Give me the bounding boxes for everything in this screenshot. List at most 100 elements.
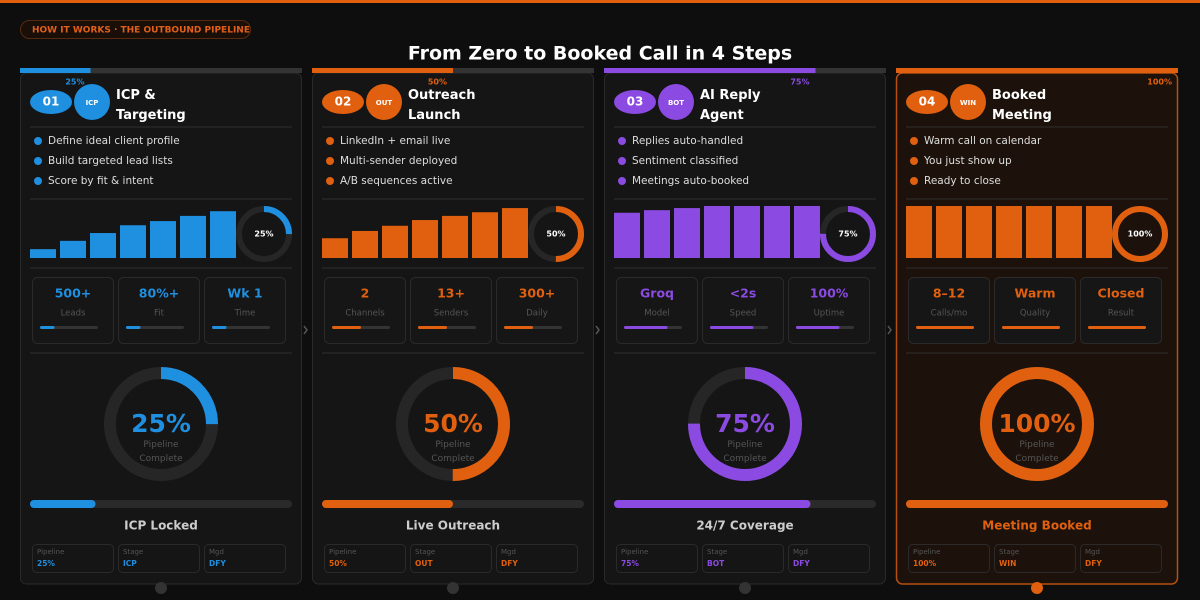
stat-value: Closed xyxy=(1098,286,1145,301)
footer-label: Mgd xyxy=(501,548,516,556)
stat-value: 8–12 xyxy=(933,286,965,301)
mini-ring-label: 50% xyxy=(546,230,565,239)
ring-caption: Pipeline Complete xyxy=(1015,440,1059,464)
step-dot xyxy=(1031,582,1043,594)
big-ring-label: 50% xyxy=(423,409,483,438)
footer-value: DFY xyxy=(501,559,518,568)
stat-value: 300+ xyxy=(519,286,556,301)
footer-box xyxy=(702,544,784,573)
mini-bar xyxy=(936,206,962,258)
stat-label: Senders xyxy=(434,309,469,319)
footer-box xyxy=(410,544,492,573)
bullet-dot xyxy=(34,157,42,165)
stat-label: Speed xyxy=(730,309,757,319)
bullet-dot xyxy=(326,137,334,145)
footer-label: Mgd xyxy=(1085,548,1100,556)
footer-value: WIN xyxy=(999,559,1016,568)
stat-fill xyxy=(796,326,840,329)
status: ICP Locked xyxy=(124,519,198,533)
progress-track xyxy=(20,68,302,73)
step-title: ICP & Targeting xyxy=(116,88,186,123)
progress-label: 50% xyxy=(428,78,447,87)
stat-fill xyxy=(126,326,141,329)
step-dot xyxy=(447,582,459,594)
stat-value: 500+ xyxy=(55,286,92,301)
status: Meeting Booked xyxy=(982,519,1091,533)
stat-label: Leads xyxy=(61,309,86,319)
mini-bar xyxy=(704,206,730,258)
mini-bar xyxy=(90,233,116,258)
bullet: Multi-sender deployed xyxy=(340,155,457,167)
progress-label: 100% xyxy=(1147,78,1172,87)
stat-value: 13+ xyxy=(437,286,465,301)
footer-label: Mgd xyxy=(793,548,808,556)
bullet: Define ideal client profile xyxy=(48,135,180,147)
footer-value: BOT xyxy=(707,559,725,568)
progress-fill xyxy=(896,68,1178,73)
step-number: 03 xyxy=(627,95,644,109)
mini-bar xyxy=(734,206,760,258)
bullet-dot xyxy=(910,177,918,185)
ring-caption: Pipeline Complete xyxy=(723,440,767,464)
stat-label: Model xyxy=(644,309,670,319)
bottom-fill xyxy=(30,500,96,508)
mini-bar xyxy=(150,221,176,258)
mini-bar xyxy=(60,240,86,258)
step-tag: BOT xyxy=(668,99,684,107)
mini-ring-label: 25% xyxy=(254,230,273,239)
footer-value: 100% xyxy=(913,559,937,568)
step-tag-badge xyxy=(366,84,402,120)
step-number-badge xyxy=(614,90,656,114)
footer-value: OUT xyxy=(415,559,433,568)
footer-label: Stage xyxy=(415,548,435,556)
chevron xyxy=(303,325,308,335)
stat-fill xyxy=(624,326,668,329)
mini-bar xyxy=(1056,206,1082,258)
ring-caption: Pipeline Complete xyxy=(139,440,183,464)
stat-value: <2s xyxy=(730,286,757,301)
mini-bar xyxy=(644,210,670,258)
big-ring-label: 75% xyxy=(715,409,775,438)
stat-track xyxy=(40,326,98,329)
footer-box xyxy=(118,544,200,573)
bullet-dot xyxy=(910,157,918,165)
step-title: AI Reply Agent xyxy=(700,88,761,123)
mini-bar xyxy=(412,220,438,258)
stat-label: Uptime xyxy=(814,309,845,319)
bottom-fill xyxy=(906,500,1168,508)
badge-frame xyxy=(20,20,251,39)
mini-bar xyxy=(966,206,992,258)
step-number: 02 xyxy=(335,95,352,109)
stat-fill xyxy=(1088,326,1146,329)
bullet: A/B sequences active xyxy=(340,175,453,187)
bullet: Build targeted lead lists xyxy=(48,155,173,167)
stat-fill xyxy=(332,326,361,329)
stat-label: Time xyxy=(234,309,256,319)
bullet: LinkedIn + email live xyxy=(340,135,450,147)
mini-ring-label: 100% xyxy=(1128,230,1153,239)
big-ring xyxy=(980,367,1094,481)
step-tag-badge xyxy=(658,84,694,120)
page-title: From Zero to Booked Call in 4 Steps xyxy=(408,43,792,65)
footer-label: Pipeline xyxy=(621,548,648,556)
footer-value: ICP xyxy=(123,559,137,568)
mini-ring xyxy=(820,206,876,262)
step-tag: OUT xyxy=(376,99,393,107)
stat-label: Fit xyxy=(154,309,165,319)
big-ring xyxy=(688,367,802,481)
step-dot xyxy=(739,582,751,594)
footer-value: DFY xyxy=(1085,559,1102,568)
mini-bar xyxy=(794,206,820,258)
bullet-dot xyxy=(618,137,626,145)
footer-box xyxy=(788,544,870,573)
bullet-dot xyxy=(618,157,626,165)
bullet: Meetings auto-booked xyxy=(632,175,749,187)
mini-bar xyxy=(502,208,528,258)
bullet-dot xyxy=(618,177,626,185)
big-ring-label: 100% xyxy=(998,409,1075,438)
chevron xyxy=(887,325,892,335)
stat-label: Result xyxy=(1108,309,1135,319)
mini-bar xyxy=(1026,206,1052,258)
mini-bar xyxy=(352,230,378,258)
progress-fill xyxy=(604,68,816,73)
